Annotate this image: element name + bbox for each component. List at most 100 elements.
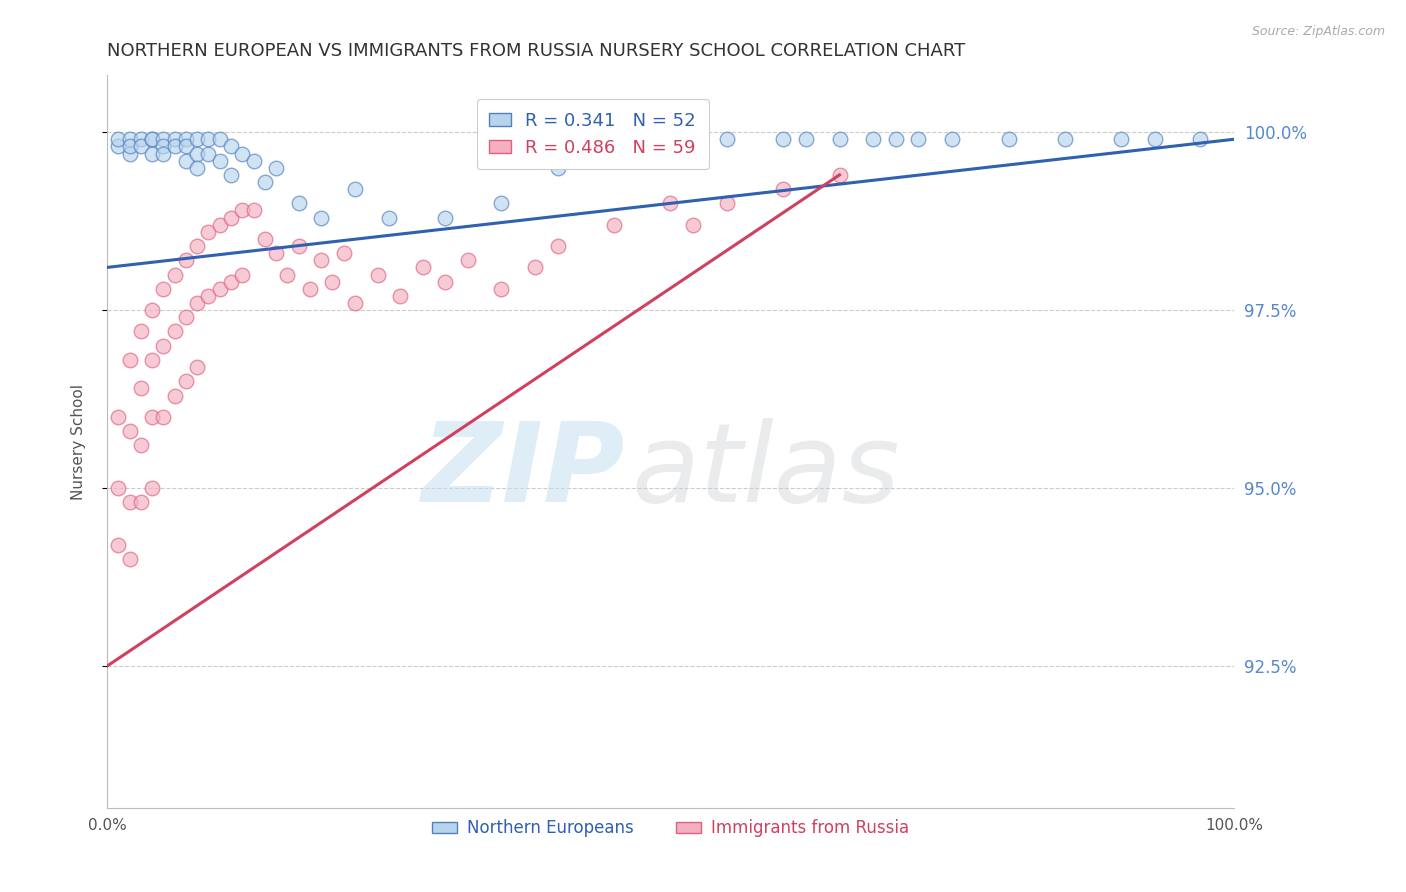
Point bbox=[524, 260, 547, 275]
Point bbox=[343, 296, 366, 310]
Point bbox=[186, 239, 208, 253]
Point bbox=[219, 139, 242, 153]
Point bbox=[208, 132, 231, 146]
Point bbox=[547, 161, 569, 175]
Text: NORTHERN EUROPEAN VS IMMIGRANTS FROM RUSSIA NURSERY SCHOOL CORRELATION CHART: NORTHERN EUROPEAN VS IMMIGRANTS FROM RUS… bbox=[107, 42, 966, 60]
Point bbox=[242, 203, 264, 218]
Text: atlas: atlas bbox=[631, 417, 900, 524]
Point bbox=[118, 424, 141, 438]
Text: Source: ZipAtlas.com: Source: ZipAtlas.com bbox=[1251, 25, 1385, 38]
Point bbox=[287, 196, 309, 211]
Point bbox=[242, 153, 264, 168]
Point bbox=[412, 260, 434, 275]
Point bbox=[1053, 132, 1076, 146]
Point bbox=[107, 481, 129, 495]
Point bbox=[321, 275, 343, 289]
Point bbox=[118, 353, 141, 368]
Point bbox=[152, 282, 174, 296]
Point bbox=[997, 132, 1019, 146]
Y-axis label: Nursery School: Nursery School bbox=[72, 384, 86, 500]
Point bbox=[231, 203, 253, 218]
Point bbox=[343, 182, 366, 196]
Point bbox=[264, 161, 287, 175]
Point bbox=[367, 268, 389, 282]
Point bbox=[118, 495, 141, 509]
Point bbox=[163, 325, 186, 339]
Point bbox=[107, 132, 129, 146]
Point bbox=[118, 139, 141, 153]
Point bbox=[152, 339, 174, 353]
Point bbox=[862, 132, 884, 146]
Point bbox=[118, 146, 141, 161]
Point bbox=[682, 218, 704, 232]
Point bbox=[231, 268, 253, 282]
Point bbox=[129, 139, 152, 153]
Point bbox=[129, 325, 152, 339]
Point bbox=[118, 552, 141, 566]
Point bbox=[208, 218, 231, 232]
Point bbox=[186, 146, 208, 161]
Point bbox=[772, 182, 794, 196]
Point bbox=[197, 146, 219, 161]
Point bbox=[309, 253, 332, 268]
Point bbox=[219, 168, 242, 182]
Point bbox=[141, 303, 163, 318]
Point bbox=[208, 153, 231, 168]
Point bbox=[174, 153, 197, 168]
Legend: Northern Europeans, Immigrants from Russia: Northern Europeans, Immigrants from Russ… bbox=[426, 813, 915, 844]
Point bbox=[219, 211, 242, 225]
Point bbox=[332, 246, 354, 260]
Point bbox=[298, 282, 321, 296]
Point bbox=[107, 139, 129, 153]
Point bbox=[186, 161, 208, 175]
Point bbox=[141, 132, 163, 146]
Point bbox=[1109, 132, 1132, 146]
Point bbox=[716, 196, 738, 211]
Point bbox=[378, 211, 401, 225]
Point bbox=[174, 374, 197, 388]
Point bbox=[434, 211, 457, 225]
Point bbox=[129, 495, 152, 509]
Point bbox=[152, 139, 174, 153]
Point bbox=[884, 132, 907, 146]
Point bbox=[197, 132, 219, 146]
Point bbox=[547, 239, 569, 253]
Point bbox=[772, 132, 794, 146]
Point bbox=[174, 132, 197, 146]
Point bbox=[152, 132, 174, 146]
Point bbox=[491, 196, 513, 211]
Point bbox=[603, 218, 626, 232]
Point bbox=[152, 146, 174, 161]
Point bbox=[716, 132, 738, 146]
Point bbox=[163, 268, 186, 282]
Point bbox=[434, 275, 457, 289]
Point bbox=[309, 211, 332, 225]
Point bbox=[186, 132, 208, 146]
Point bbox=[287, 239, 309, 253]
Point bbox=[457, 253, 479, 268]
Point bbox=[276, 268, 298, 282]
Point bbox=[828, 168, 851, 182]
Point bbox=[163, 388, 186, 402]
Point bbox=[253, 232, 276, 246]
Point bbox=[491, 282, 513, 296]
Point bbox=[219, 275, 242, 289]
Point bbox=[186, 360, 208, 375]
Point bbox=[907, 132, 929, 146]
Point bbox=[208, 282, 231, 296]
Point bbox=[253, 175, 276, 189]
Point bbox=[141, 146, 163, 161]
Point bbox=[828, 132, 851, 146]
Point bbox=[118, 132, 141, 146]
Point bbox=[1144, 132, 1167, 146]
Point bbox=[152, 409, 174, 424]
Point bbox=[794, 132, 817, 146]
Text: ZIP: ZIP bbox=[422, 417, 626, 524]
Point bbox=[389, 289, 412, 303]
Point bbox=[107, 409, 129, 424]
Point bbox=[129, 381, 152, 395]
Point bbox=[141, 409, 163, 424]
Point bbox=[141, 481, 163, 495]
Point bbox=[174, 139, 197, 153]
Point bbox=[141, 132, 163, 146]
